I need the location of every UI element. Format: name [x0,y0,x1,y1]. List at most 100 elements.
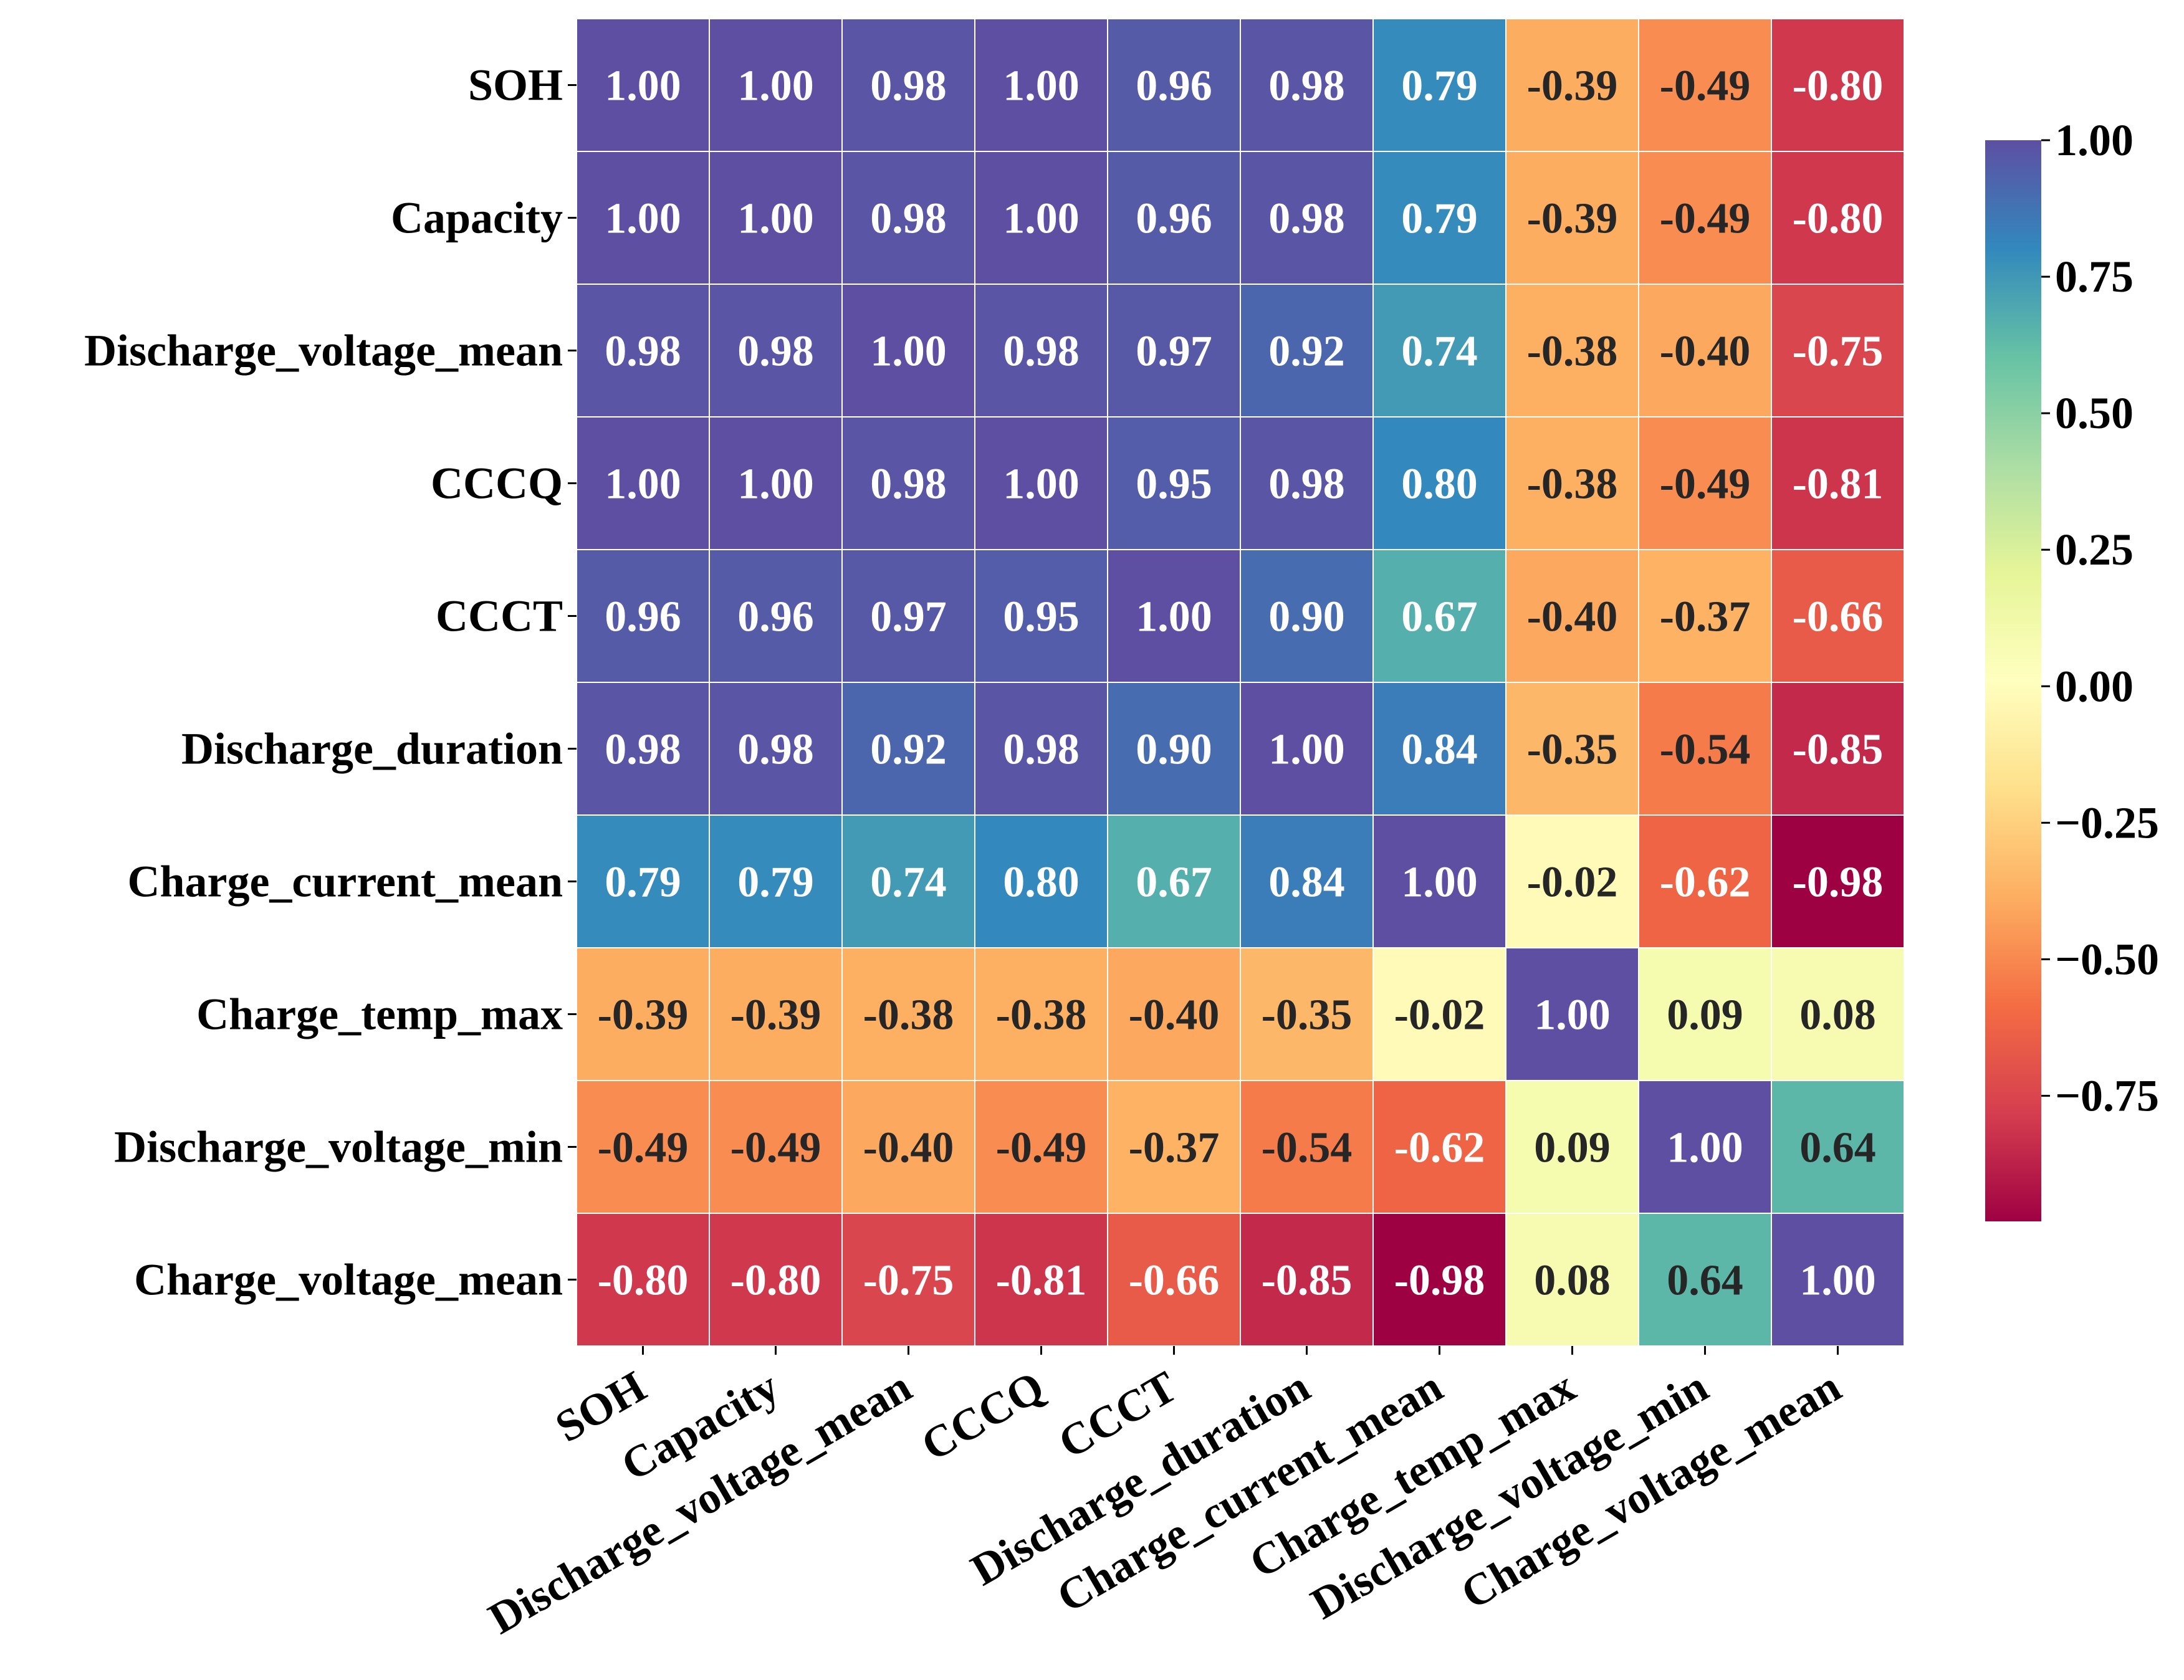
heatmap-cell [1771,416,1905,550]
cell-value-label: 1.00 [605,461,681,508]
heatmap-cell [576,416,710,550]
heatmap-cell [1505,549,1639,683]
cell-value-label: 0.97 [870,593,947,641]
cell-value-label: -0.39 [730,991,821,1039]
heatmap-cell [1372,682,1506,816]
heatmap-cell [1107,682,1241,816]
heatmap-cell [1771,18,1905,152]
cell-value-label: 0.92 [870,726,947,774]
heatmap-cells: 1.00 1.00 0.98 1.00 0.96 0.98 0.79 -0.39 -0.49 -0… [576,18,1905,1347]
cell-value-label: 0.96 [1136,195,1212,243]
cell-value-label: 0.80 [1401,461,1478,508]
heatmap-cell [1505,1213,1639,1347]
cell-value-label: -0.54 [1262,1124,1353,1172]
cell-value-label: -0.81 [996,1257,1087,1305]
heatmap-cell [1771,284,1905,418]
heatmap-cell [1107,284,1241,418]
cell-value-label: -0.49 [730,1124,821,1172]
heatmap-cell [1505,151,1639,285]
heatmap-cell [709,1213,843,1347]
cell-value-label: 1.00 [737,461,814,508]
heatmap-cell [1638,814,1772,948]
cell-value-label: 1.00 [1667,1124,1743,1172]
cell-value-label: -0.98 [1394,1257,1485,1305]
heatmap-cell [974,682,1108,816]
cell-value-label: 0.67 [1401,593,1478,641]
cell-value-label: -0.80 [598,1257,689,1305]
heatmap-cell [841,947,975,1081]
heatmap-cell [1240,18,1374,152]
heatmap-cell [576,284,710,418]
cell-value-label: -0.35 [1262,991,1353,1039]
heatmap-cell [1107,151,1241,285]
y-tick-label-charge-temp-max: Charge_temp_max [196,990,563,1039]
cell-value-label: -0.37 [1129,1124,1220,1172]
cell-value-label: -0.85 [1262,1257,1353,1305]
cell-value-label: -0.02 [1394,991,1485,1039]
y-tick-label-discharge-voltage-mean: Discharge_voltage_mean [84,326,563,376]
heatmap-cell [576,1213,710,1347]
colorbar-tick-label: −0.25 [2055,798,2159,847]
cell-value-label: 0.64 [1799,1124,1876,1172]
cell-value-label: -0.40 [1660,328,1751,376]
cell-value-label: 0.98 [870,195,947,243]
cell-value-label: 1.00 [605,195,681,243]
heatmap-cell [1107,947,1241,1081]
cell-value-label: 0.98 [1003,328,1080,376]
cell-value-label: 0.74 [870,859,947,907]
cell-value-label: -0.85 [1793,726,1884,774]
heatmap-cell [1372,549,1506,683]
y-tick-label-capacity: Capacity [391,193,563,243]
heatmap-cell [1372,947,1506,1081]
cell-value-label: 0.79 [605,859,681,907]
heatmap-cell [1638,284,1772,418]
cell-value-label: -0.49 [598,1124,689,1172]
cell-value-label: 0.09 [1534,1124,1611,1172]
cell-value-label: -0.66 [1129,1257,1220,1305]
heatmap-cell [1240,151,1374,285]
heatmap-cell [841,151,975,285]
heatmap-cell [1107,1213,1241,1347]
heatmap-cell [1240,1213,1374,1347]
cell-value-label: 1.00 [737,62,814,110]
heatmap-cell [1638,416,1772,550]
cell-value-label: 1.00 [1003,461,1080,508]
heatmap-cell [1240,682,1374,816]
cell-value-label: 0.98 [1003,726,1080,774]
cell-value-label: -0.54 [1660,726,1751,774]
colorbar-tick-label: 1.00 [2055,115,2134,165]
heatmap-cell [1505,284,1639,418]
heatmap-cell [1372,284,1506,418]
cell-value-label: -0.35 [1527,726,1618,774]
cell-value-label: 0.08 [1799,991,1876,1039]
cell-value-label: 1.00 [1003,195,1080,243]
heatmap-cell [576,682,710,816]
y-tick-label-charge-voltage-mean: Charge_voltage_mean [134,1255,563,1305]
y-tick-label-charge-current-mean: Charge_current_mean [127,857,563,907]
colorbar-tick-label: 0.25 [2055,525,2134,575]
cell-value-label: 0.79 [1401,62,1478,110]
cell-value-label: -0.39 [1527,195,1618,243]
cell-value-label: 0.92 [1268,328,1345,376]
cell-value-label: 0.98 [1268,62,1345,110]
colorbar-tick-label: 0.50 [2055,388,2134,438]
cell-value-label: 0.96 [737,593,814,641]
heatmap-cell [1107,1080,1241,1214]
heatmap-cell [1505,1080,1639,1214]
heatmap-cell [1372,1080,1506,1214]
cell-value-label: -0.38 [996,991,1087,1039]
colorbar-tick-label: 0.00 [2055,661,2134,711]
heatmap-cell [1505,947,1639,1081]
cell-value-label: 0.90 [1268,593,1345,641]
cell-value-label: -0.80 [1793,195,1884,243]
cell-value-label: 0.98 [1268,461,1345,508]
cell-value-label: 0.09 [1667,991,1743,1039]
heatmap-cell [1240,416,1374,550]
heatmap-cell [1771,1080,1905,1214]
heatmap-cell [1372,151,1506,285]
colorbar: 1.00 0.75 0.50 0.25 0.00 −0.25 −0.50 −0.75 [1985,115,2159,1221]
y-tick-label-ccct: CCCT [436,591,563,641]
cell-value-label: 0.97 [1136,328,1212,376]
cell-value-label: -0.62 [1394,1124,1485,1172]
cell-value-label: -0.49 [996,1124,1087,1172]
